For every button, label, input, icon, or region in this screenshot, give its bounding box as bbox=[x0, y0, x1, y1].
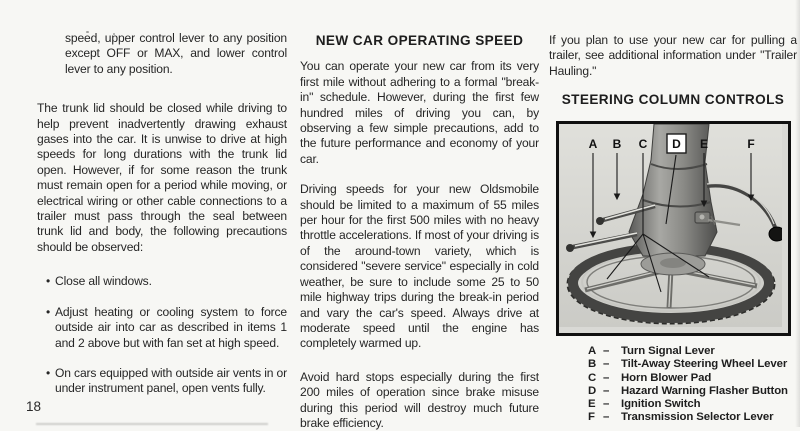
callout-d-box bbox=[666, 133, 687, 154]
legend-row: B – Tilt-Away Steering Wheel Lever bbox=[588, 358, 788, 371]
ignition-switch bbox=[694, 211, 741, 227]
legend-key: E bbox=[588, 398, 596, 411]
legend-key: F bbox=[588, 411, 595, 424]
operating-speed-paragraph-3: Avoid hard stops especially during the f… bbox=[300, 369, 539, 430]
section-heading-steering-column-controls: STEERING COLUMN CONTROLS bbox=[561, 92, 785, 108]
callout-f: F bbox=[747, 137, 754, 151]
callout-b: B bbox=[613, 137, 622, 151]
precaution-list: • Close all windows. • Adjust heating or… bbox=[37, 274, 287, 396]
callout-a: A bbox=[589, 137, 598, 151]
list-item: • Close all windows. bbox=[37, 274, 287, 289]
legend-separator: – bbox=[603, 384, 610, 397]
tilt-away-lever bbox=[596, 203, 656, 225]
callout-e: E bbox=[700, 137, 708, 151]
turn-signal-lever bbox=[566, 231, 638, 252]
bullet-icon: • bbox=[46, 304, 51, 319]
list-item-text: On cars equipped with outside air vents … bbox=[55, 365, 287, 396]
section-heading-new-car-operating-speed: NEW CAR OPERATING SPEED bbox=[315, 33, 524, 48]
bullet-icon: • bbox=[46, 274, 51, 289]
legend-separator: – bbox=[603, 371, 610, 384]
legend-key: B bbox=[588, 358, 597, 371]
legend-key: C bbox=[588, 371, 597, 384]
operating-speed-paragraph-2: Driving speeds for your new Oldsmobile s… bbox=[300, 182, 539, 351]
middle-column: NEW CAR OPERATING SPEED You can operate … bbox=[300, 33, 539, 431]
legend-row: F – Transmission Selector Lever bbox=[588, 411, 788, 424]
page-number: 18 bbox=[26, 399, 42, 414]
scan-artifact bbox=[86, 31, 89, 33]
scan-artifact bbox=[113, 33, 115, 35]
legend-separator: – bbox=[603, 411, 610, 424]
legend-separator: – bbox=[603, 345, 610, 357]
right-column: If you plan to use your new car for pull… bbox=[549, 33, 797, 108]
list-item: • On cars equipped with outside air vent… bbox=[37, 366, 287, 397]
legend-label: Tilt-Away Steering Wheel Lever bbox=[621, 358, 788, 371]
legend-label: Hazard Warning Flasher Button bbox=[621, 384, 788, 397]
legend-row: D – Hazard Warning Flasher Button bbox=[588, 385, 788, 398]
steering-column-illustration: A B C D E F bbox=[559, 124, 782, 327]
legend-separator: – bbox=[603, 398, 610, 411]
legend-row: E – Ignition Switch bbox=[588, 398, 788, 411]
left-column: speed, upper control lever to any positi… bbox=[37, 31, 287, 397]
legend-row: A – Turn Signal Lever bbox=[588, 345, 788, 358]
bullet-icon: • bbox=[46, 365, 51, 380]
scan-edge-shade bbox=[795, 0, 800, 427]
list-item-text: Close all windows. bbox=[55, 274, 152, 289]
continued-paragraph: speed, upper control lever to any positi… bbox=[65, 31, 287, 76]
steering-column-figure: A B C D E F bbox=[556, 121, 791, 336]
legend-separator: – bbox=[603, 358, 610, 371]
callout-labels: A B C D E F bbox=[589, 133, 755, 154]
legend-key: A bbox=[588, 345, 597, 357]
trunk-lid-paragraph: The trunk lid should be closed while dri… bbox=[37, 101, 287, 254]
legend-label: Transmission Selector Lever bbox=[621, 411, 774, 424]
legend-label: Turn Signal Lever bbox=[621, 345, 715, 357]
scan-artifact bbox=[36, 423, 268, 425]
list-item-text: Adjust heating or cooling system to forc… bbox=[55, 304, 287, 350]
callout-lines bbox=[589, 153, 755, 293]
figure-legend: A – Turn Signal Lever B – Tilt-Away Stee… bbox=[588, 345, 788, 425]
callout-c: C bbox=[639, 137, 648, 151]
legend-label: Horn Blower Pad bbox=[621, 371, 712, 384]
list-item: • Adjust heating or cooling system to fo… bbox=[37, 305, 287, 351]
legend-label: Ignition Switch bbox=[621, 398, 701, 411]
callout-d: D bbox=[672, 137, 681, 151]
trailer-paragraph: If you plan to use your new car for pull… bbox=[549, 33, 797, 78]
legend-key: D bbox=[588, 384, 597, 397]
legend-row: C – Horn Blower Pad bbox=[588, 372, 788, 385]
operating-speed-paragraph-1: You can operate your new car from its ve… bbox=[300, 59, 539, 166]
